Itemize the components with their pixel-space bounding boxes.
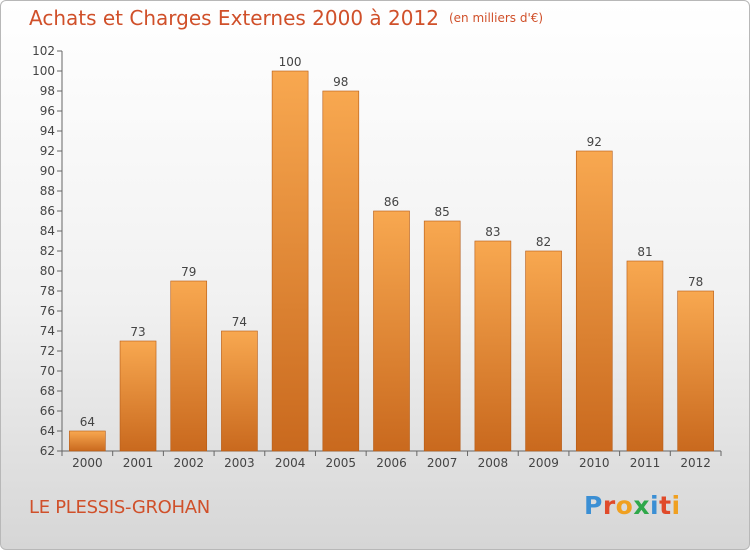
data-label: 81 xyxy=(637,245,652,259)
data-label: 82 xyxy=(536,235,551,249)
bars-group xyxy=(69,70,714,452)
y-tick-label: 62 xyxy=(40,444,55,458)
bar xyxy=(322,90,360,452)
y-tick-label: 94 xyxy=(40,124,55,138)
y-tick-label: 100 xyxy=(32,64,55,78)
x-axis: 2000 2001 2002 2003 2004 2005 2006 2007 2008 2009… xyxy=(61,450,722,470)
y-tick-label: 84 xyxy=(40,224,55,238)
x-tick-label: 2011 xyxy=(630,456,661,470)
y-tick-label: 102 xyxy=(32,44,55,58)
data-label: 79 xyxy=(181,265,196,279)
y-tick-label: 98 xyxy=(40,84,55,98)
data-label: 86 xyxy=(384,195,399,209)
y-tick-label: 68 xyxy=(40,384,55,398)
x-tick-label: 2007 xyxy=(427,456,458,470)
logo-letter: i xyxy=(650,491,660,520)
bar xyxy=(626,260,664,452)
bar xyxy=(119,340,157,452)
data-labels-group: 64 73 79 74 100 98 86 85 83 82 92 81 78 xyxy=(80,55,704,429)
y-tick-label: 82 xyxy=(40,244,55,258)
y-tick-label: 88 xyxy=(40,184,55,198)
y-tick-label: 74 xyxy=(40,324,55,338)
logo-letter: P xyxy=(584,491,603,520)
x-tick-label: 2001 xyxy=(123,456,154,470)
chart-title-text: Achats et Charges Externes 2000 à 2012 xyxy=(29,6,439,30)
y-tick-label: 90 xyxy=(40,164,55,178)
y-tick-label: 92 xyxy=(40,144,55,158)
data-label: 98 xyxy=(333,75,348,89)
commune-name: LE PLESSIS-GROHAN xyxy=(29,497,210,518)
y-tick-label: 76 xyxy=(40,304,55,318)
data-label: 100 xyxy=(279,55,302,69)
x-tick-label: 2006 xyxy=(376,456,407,470)
x-tick-label: 2000 xyxy=(72,456,103,470)
data-label: 83 xyxy=(485,225,500,239)
bar xyxy=(221,330,258,452)
x-tick-label: 2002 xyxy=(173,456,204,470)
bar xyxy=(271,70,309,452)
bar xyxy=(525,250,562,452)
y-tick-label: 80 xyxy=(40,264,55,278)
data-label: 85 xyxy=(435,205,450,219)
y-tick-label: 70 xyxy=(40,364,55,378)
x-tick-label: 2003 xyxy=(224,456,255,470)
data-label: 64 xyxy=(80,415,95,429)
y-tick-label: 72 xyxy=(40,344,55,358)
bar xyxy=(474,240,512,452)
data-label: 92 xyxy=(587,135,602,149)
x-tick-label: 2008 xyxy=(478,456,509,470)
logo-letter: o xyxy=(615,491,634,520)
x-tick-label: 2012 xyxy=(680,456,711,470)
logo-letter: t xyxy=(659,491,672,520)
bar xyxy=(373,210,410,452)
bar xyxy=(677,290,714,452)
x-tick-label: 2009 xyxy=(528,456,559,470)
bar xyxy=(575,150,613,452)
logo-letter: i xyxy=(671,491,681,520)
chart-title: Achats et Charges Externes 2000 à 2012 (e… xyxy=(29,6,543,30)
y-tick-label: 96 xyxy=(40,104,55,118)
x-tick-label: 2004 xyxy=(275,456,306,470)
bar xyxy=(69,430,106,452)
logo-letter: r xyxy=(602,491,616,520)
y-tick-label: 66 xyxy=(40,404,55,418)
y-tick-label: 78 xyxy=(40,284,55,298)
data-label: 73 xyxy=(130,325,145,339)
logo-letter: x xyxy=(633,491,650,520)
bar xyxy=(170,280,208,452)
x-tick-label: 2010 xyxy=(579,456,610,470)
y-tick-label: 86 xyxy=(40,204,55,218)
data-label: 78 xyxy=(688,275,703,289)
proxiti-logo[interactable]: Proxiti xyxy=(584,491,681,520)
unit-note: (en milliers d'€) xyxy=(448,11,544,25)
y-tick-label: 64 xyxy=(40,424,55,438)
bar xyxy=(423,220,461,452)
x-tick-label: 2005 xyxy=(326,456,357,470)
data-label: 74 xyxy=(232,315,247,329)
y-axis: 62 64 66 68 70 72 74 76 78 80 82 84 86 88 90 92 94 96 98 10… xyxy=(32,44,63,458)
